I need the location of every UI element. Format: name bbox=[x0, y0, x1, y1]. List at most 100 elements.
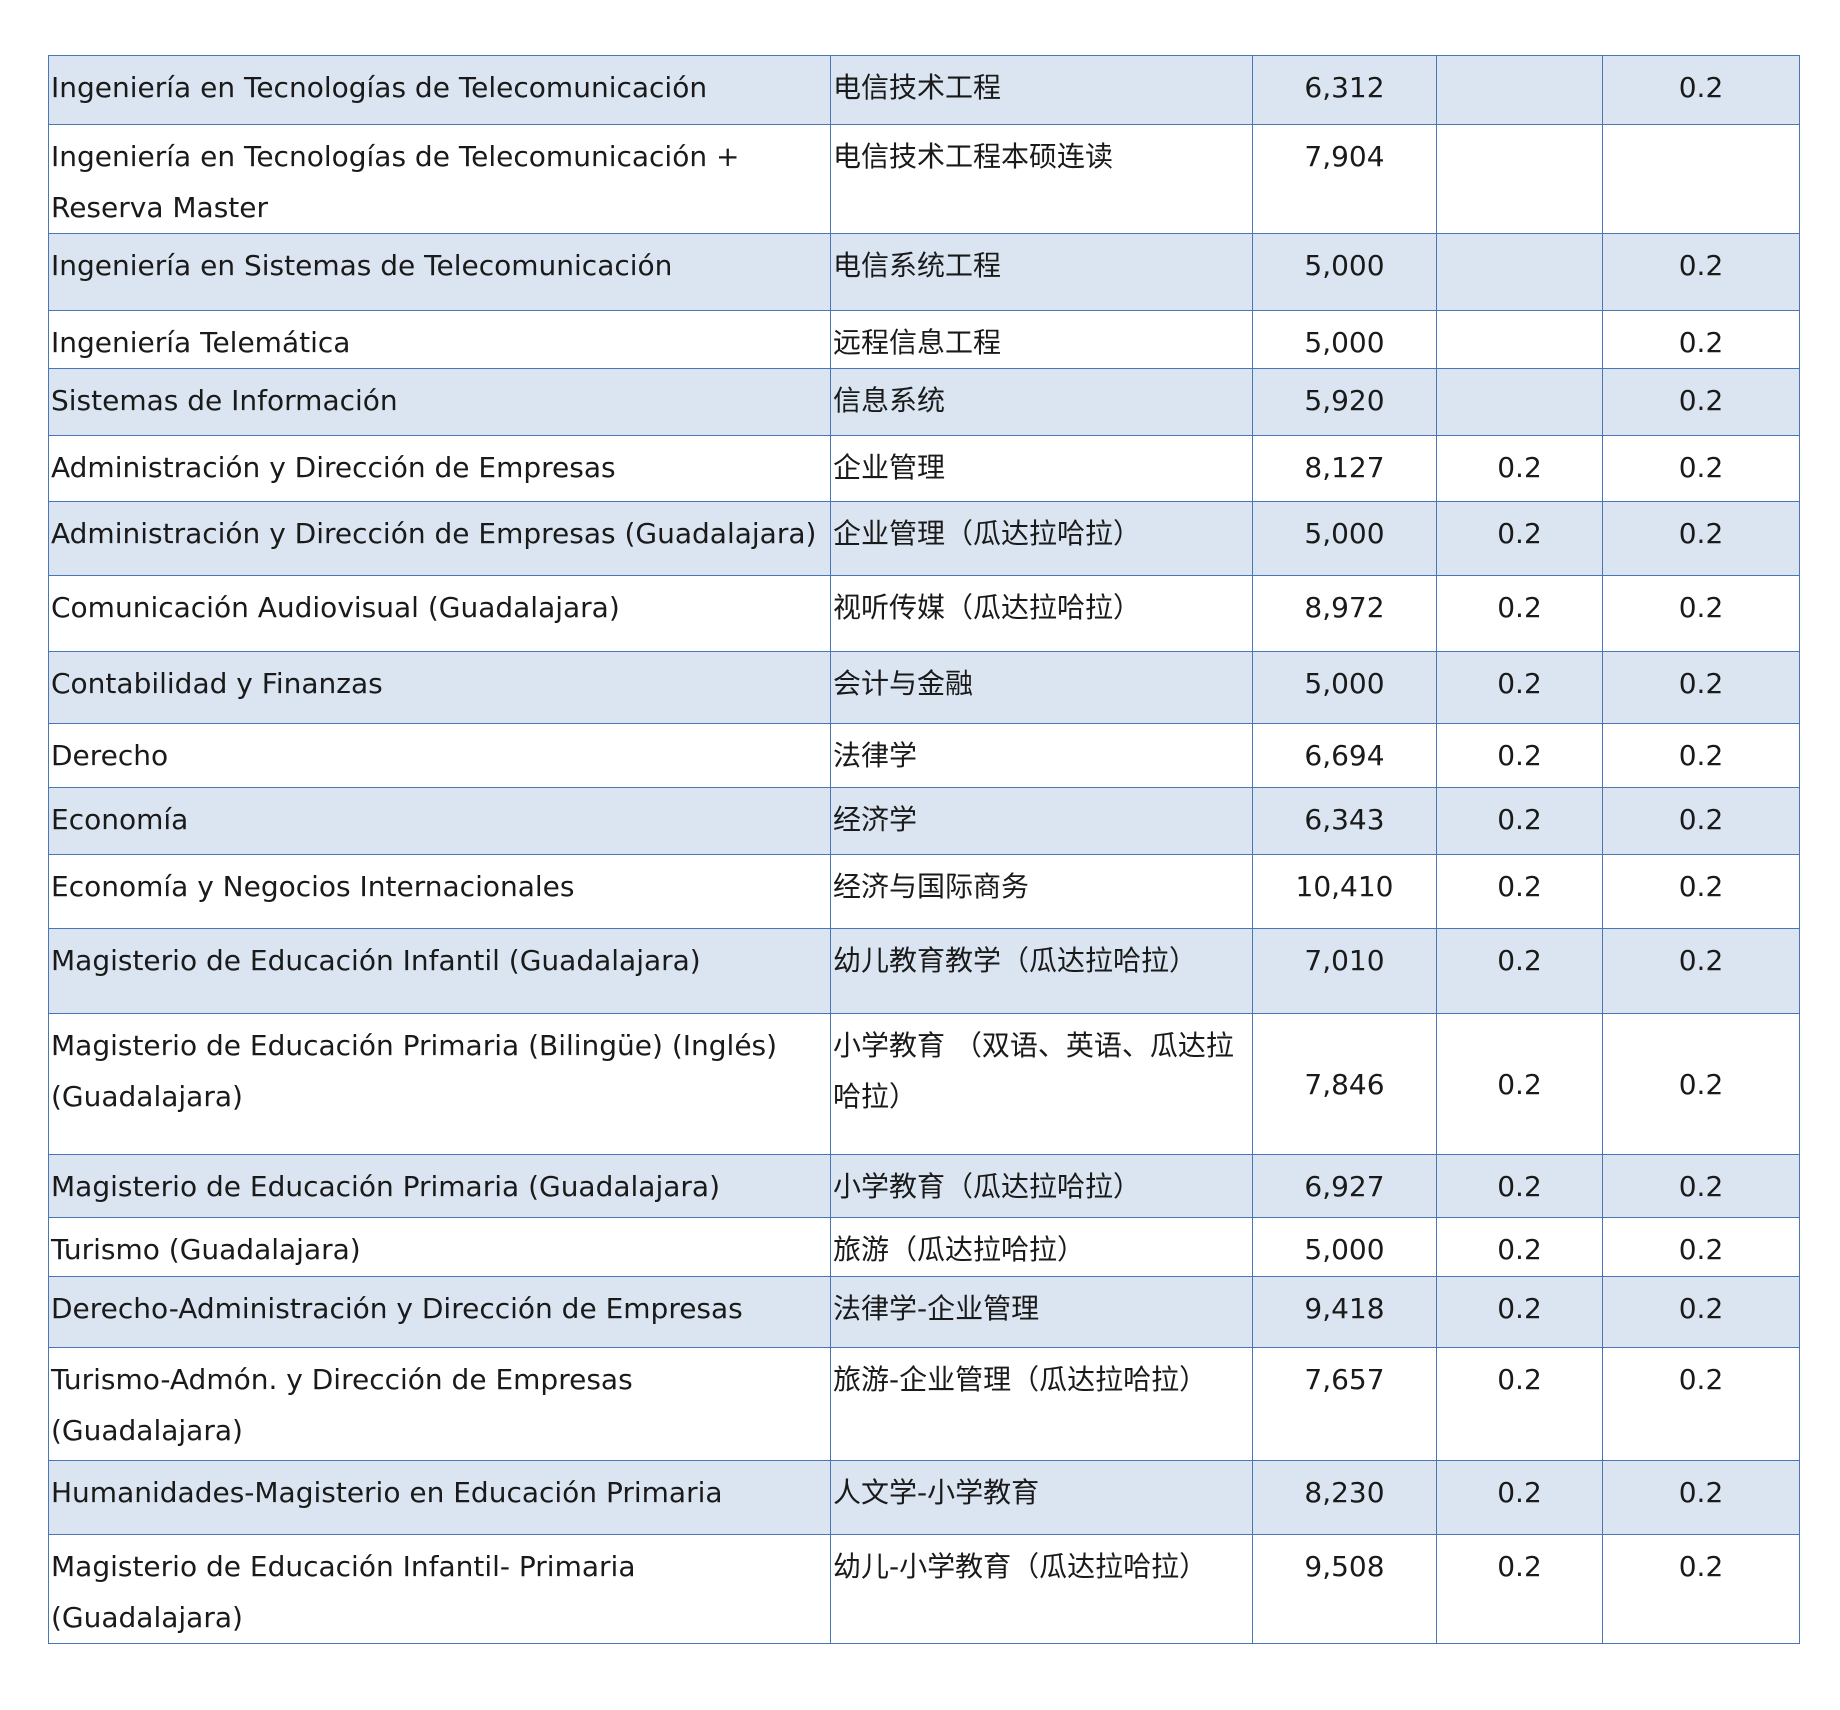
chinese-degree-cell: 远程信息工程 bbox=[830, 310, 1253, 369]
chinese-degree-cell: 信息系统 bbox=[830, 368, 1253, 436]
spanish-degree-cell: Economía bbox=[48, 787, 831, 855]
table-row: Humanidades-Magisterio en Educación Prim… bbox=[48, 1460, 1800, 1535]
spanish-degree-cell: Magisterio de Educación Infantil (Guadal… bbox=[48, 928, 831, 1014]
value-cell-5: 0.2 bbox=[1602, 575, 1800, 652]
value-cell-5: 0.2 bbox=[1602, 310, 1800, 369]
chinese-degree-cell: 经济与国际商务 bbox=[830, 854, 1253, 929]
chinese-degree-cell: 小学教育（瓜达拉哈拉） bbox=[830, 1154, 1253, 1218]
spanish-degree-cell: Derecho bbox=[48, 723, 831, 788]
value-cell-4: 0.2 bbox=[1436, 1460, 1603, 1535]
fee-cell: 7,657 bbox=[1252, 1347, 1437, 1461]
table-row: Ingeniería Telemática 远程信息工程 5,000 0.2 bbox=[48, 310, 1800, 369]
value-cell-5 bbox=[1602, 124, 1800, 234]
table-row: Ingeniería en Tecnologías de Telecomunic… bbox=[48, 124, 1800, 234]
value-cell-5: 0.2 bbox=[1602, 928, 1800, 1014]
fee-cell: 5,000 bbox=[1252, 1217, 1437, 1277]
value-cell-4: 0.2 bbox=[1436, 787, 1603, 855]
chinese-degree-cell: 企业管理 bbox=[830, 435, 1253, 502]
chinese-degree-cell: 旅游-企业管理（瓜达拉哈拉） bbox=[830, 1347, 1253, 1461]
chinese-degree-cell: 企业管理（瓜达拉哈拉） bbox=[830, 501, 1253, 576]
table-row: Magisterio de Educación Infantil- Primar… bbox=[48, 1534, 1800, 1644]
chinese-degree-cell: 人文学-小学教育 bbox=[830, 1460, 1253, 1535]
value-cell-4: 0.2 bbox=[1436, 1217, 1603, 1277]
fee-cell: 9,418 bbox=[1252, 1276, 1437, 1348]
table-row: Ingeniería en Sistemas de Telecomunicaci… bbox=[48, 233, 1800, 311]
value-cell-4: 0.2 bbox=[1436, 1347, 1603, 1461]
value-cell-4 bbox=[1436, 368, 1603, 436]
value-cell-5: 0.2 bbox=[1602, 435, 1800, 502]
fee-cell: 6,312 bbox=[1252, 55, 1437, 125]
value-cell-5: 0.2 bbox=[1602, 787, 1800, 855]
value-cell-4: 0.2 bbox=[1436, 575, 1603, 652]
value-cell-5: 0.2 bbox=[1602, 55, 1800, 125]
spanish-degree-cell: Ingeniería en Tecnologías de Telecomunic… bbox=[48, 124, 831, 234]
table-row: Economía y Negocios Internacionales 经济与国… bbox=[48, 854, 1800, 929]
chinese-degree-cell: 法律学-企业管理 bbox=[830, 1276, 1253, 1348]
fee-cell: 8,127 bbox=[1252, 435, 1437, 502]
spanish-degree-cell: Magisterio de Educación Infantil- Primar… bbox=[48, 1534, 831, 1644]
table-row: Magisterio de Educación Primaria (Biling… bbox=[48, 1013, 1800, 1155]
chinese-degree-cell: 旅游（瓜达拉哈拉） bbox=[830, 1217, 1253, 1277]
value-cell-4: 0.2 bbox=[1436, 651, 1603, 724]
fee-cell: 9,508 bbox=[1252, 1534, 1437, 1644]
value-cell-5: 0.2 bbox=[1602, 1217, 1800, 1277]
spanish-degree-cell: Turismo-Admón. y Dirección de Empresas (… bbox=[48, 1347, 831, 1461]
value-cell-4: 0.2 bbox=[1436, 1534, 1603, 1644]
table-row: Administración y Dirección de Empresas (… bbox=[48, 501, 1800, 576]
spanish-degree-cell: Ingeniería Telemática bbox=[48, 310, 831, 369]
value-cell-5: 0.2 bbox=[1602, 501, 1800, 576]
spanish-degree-cell: Sistemas de Información bbox=[48, 368, 831, 436]
fee-cell: 5,000 bbox=[1252, 651, 1437, 724]
spanish-degree-cell: Economía y Negocios Internacionales bbox=[48, 854, 831, 929]
value-cell-4: 0.2 bbox=[1436, 723, 1603, 788]
spanish-degree-cell: Comunicación Audiovisual (Guadalajara) bbox=[48, 575, 831, 652]
fee-cell: 8,230 bbox=[1252, 1460, 1437, 1535]
table-row: Sistemas de Información 信息系统 5,920 0.2 bbox=[48, 368, 1800, 436]
fee-cell: 5,000 bbox=[1252, 501, 1437, 576]
chinese-degree-cell: 幼儿-小学教育（瓜达拉哈拉） bbox=[830, 1534, 1253, 1644]
table-row: Contabilidad y Finanzas 会计与金融 5,000 0.2 … bbox=[48, 651, 1800, 724]
spanish-degree-cell: Administración y Dirección de Empresas bbox=[48, 435, 831, 502]
document-page: Ingeniería en Tecnologías de Telecomunic… bbox=[48, 55, 1800, 1644]
value-cell-4: 0.2 bbox=[1436, 1276, 1603, 1348]
table-row: Turismo (Guadalajara) 旅游（瓜达拉哈拉） 5,000 0.… bbox=[48, 1217, 1800, 1277]
value-cell-5: 0.2 bbox=[1602, 1347, 1800, 1461]
value-cell-4: 0.2 bbox=[1436, 854, 1603, 929]
fee-cell: 8,972 bbox=[1252, 575, 1437, 652]
value-cell-5: 0.2 bbox=[1602, 651, 1800, 724]
fee-cell: 5,000 bbox=[1252, 310, 1437, 369]
fee-cell: 10,410 bbox=[1252, 854, 1437, 929]
value-cell-4: 0.2 bbox=[1436, 501, 1603, 576]
degree-fee-table: Ingeniería en Tecnologías de Telecomunic… bbox=[48, 55, 1800, 1644]
value-cell-4: 0.2 bbox=[1436, 435, 1603, 502]
value-cell-4 bbox=[1436, 310, 1603, 369]
value-cell-4: 0.2 bbox=[1436, 928, 1603, 1014]
fee-cell: 7,904 bbox=[1252, 124, 1437, 234]
chinese-degree-cell: 视听传媒（瓜达拉哈拉） bbox=[830, 575, 1253, 652]
value-cell-5: 0.2 bbox=[1602, 723, 1800, 788]
value-cell-5: 0.2 bbox=[1602, 854, 1800, 929]
spanish-degree-cell: Turismo (Guadalajara) bbox=[48, 1217, 831, 1277]
spanish-degree-cell: Ingeniería en Tecnologías de Telecomunic… bbox=[48, 55, 831, 125]
chinese-degree-cell: 电信技术工程本硕连读 bbox=[830, 124, 1253, 234]
spanish-degree-cell: Magisterio de Educación Primaria (Biling… bbox=[48, 1013, 831, 1155]
spanish-degree-cell: Administración y Dirección de Empresas (… bbox=[48, 501, 831, 576]
value-cell-4 bbox=[1436, 55, 1603, 125]
fee-cell: 7,846 bbox=[1252, 1013, 1437, 1155]
chinese-degree-cell: 电信技术工程 bbox=[830, 55, 1253, 125]
fee-cell: 5,920 bbox=[1252, 368, 1437, 436]
spanish-degree-cell: Contabilidad y Finanzas bbox=[48, 651, 831, 724]
fee-cell: 6,927 bbox=[1252, 1154, 1437, 1218]
table-row: Derecho-Administración y Dirección de Em… bbox=[48, 1276, 1800, 1348]
chinese-degree-cell: 幼儿教育教学（瓜达拉哈拉） bbox=[830, 928, 1253, 1014]
value-cell-4: 0.2 bbox=[1436, 1013, 1603, 1155]
chinese-degree-cell: 小学教育 （双语、英语、瓜达拉哈拉） bbox=[830, 1013, 1253, 1155]
table-row: Ingeniería en Tecnologías de Telecomunic… bbox=[48, 55, 1800, 125]
value-cell-5: 0.2 bbox=[1602, 1154, 1800, 1218]
value-cell-5: 0.2 bbox=[1602, 1276, 1800, 1348]
chinese-degree-cell: 电信系统工程 bbox=[830, 233, 1253, 311]
fee-cell: 6,694 bbox=[1252, 723, 1437, 788]
table-row: Magisterio de Educación Primaria (Guadal… bbox=[48, 1154, 1800, 1218]
spanish-degree-cell: Humanidades-Magisterio en Educación Prim… bbox=[48, 1460, 831, 1535]
fee-cell: 6,343 bbox=[1252, 787, 1437, 855]
